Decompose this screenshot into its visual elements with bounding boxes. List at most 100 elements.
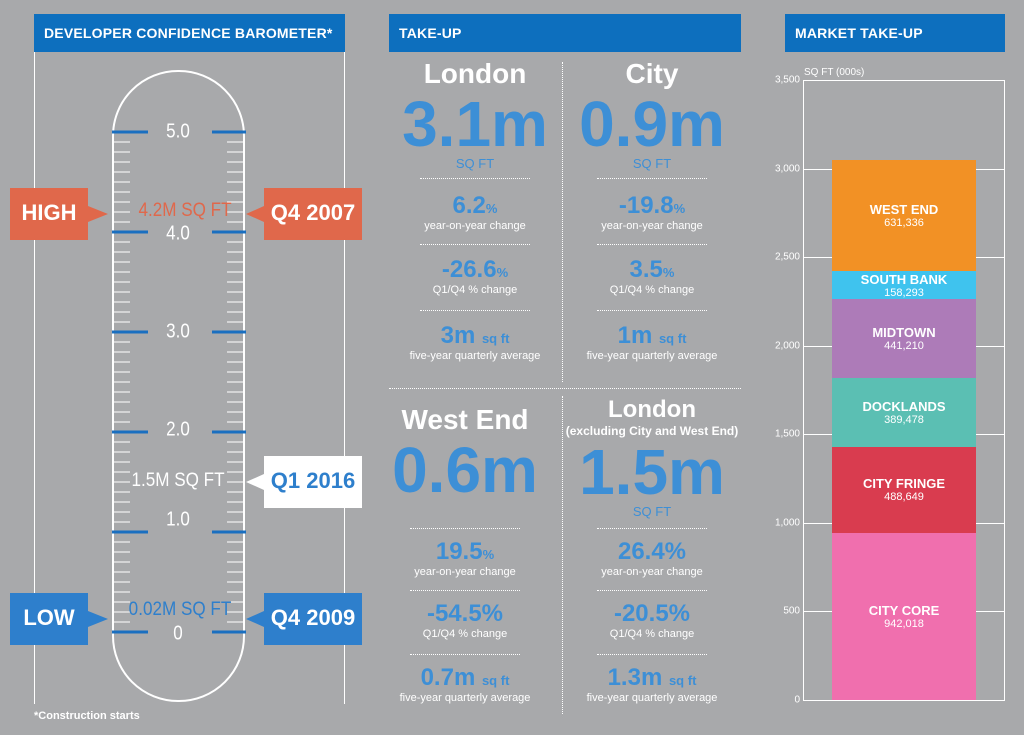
segment-value: 942,018 [884, 618, 924, 631]
stat-suffix: sq ft [658, 331, 687, 346]
low-label: LOW [23, 605, 75, 630]
panel-unit: SQ FT [632, 156, 672, 171]
barometer-tube [112, 70, 245, 702]
footnote: *Construction starts [34, 710, 140, 722]
panel-big-value: 1.5m [579, 436, 725, 508]
segment-value: 441,210 [884, 339, 924, 352]
market-y-tick-label: 0 [794, 694, 800, 706]
segment-name: DOCKLANDS [862, 398, 946, 414]
current-value: 1.5M SQ FT [131, 470, 225, 491]
market-y-tick-label: 1,500 [774, 428, 800, 440]
stat-value: -54.5% [426, 600, 504, 627]
high-callout-shape [10, 188, 108, 240]
market-y-tick-label: 2,500 [774, 251, 800, 263]
stat-value: -26.6 [441, 256, 497, 283]
dotted-rule [410, 654, 520, 655]
market-segment-city-core: CITY CORE 942,018 [832, 533, 976, 700]
dotted-rule [597, 654, 707, 655]
market-segment-midtown: MIDTOWN 441,210 [832, 299, 976, 378]
high-period: Q4 2007 [270, 200, 356, 225]
low-value: 0.02M SQ FT [128, 599, 232, 620]
low-callout-shape [10, 593, 108, 645]
stat-block: 1.3m sq ft five-year quarterly average [566, 664, 738, 704]
stat-value: 1.3m [607, 664, 663, 691]
segment-value: 488,649 [884, 491, 924, 504]
market-right-line [1004, 80, 1005, 700]
market-y-unit: SQ FT (000s) [804, 67, 865, 78]
panel-title: London [608, 396, 696, 423]
stat-block: 0.7m sq ft five-year quarterly average [379, 664, 551, 704]
stat-value: 19.5 [435, 538, 483, 565]
segment-name: CITY FRINGE [862, 476, 946, 492]
segment-value: 631,336 [884, 216, 924, 229]
stat-value: 6.2 [452, 192, 486, 219]
stat-label: Q1/Q4 % change [432, 284, 518, 296]
stat-block: 6.2% year-on-year change [389, 192, 561, 232]
dotted-rule [420, 310, 530, 311]
stat-value: 3m [440, 322, 476, 349]
stat-block: 19.5% year-on-year change [379, 538, 551, 578]
tick-label-5: 5.0 [166, 120, 190, 143]
stat-label: five-year quarterly average [586, 350, 718, 362]
stat-suffix: % [662, 265, 675, 280]
dotted-rule [597, 244, 707, 245]
tick-label-1: 1.0 [166, 508, 190, 531]
panel-subtitle: (excluding City and West End) [565, 424, 739, 438]
high-period-shape [246, 188, 362, 240]
low-period-shape [246, 593, 362, 645]
takeup-header: TAKE-UP [389, 14, 741, 52]
dotted-rule [420, 244, 530, 245]
segment-name: SOUTH BANK [860, 271, 948, 287]
market-gridline [803, 700, 1005, 701]
high-label: HIGH [21, 200, 77, 225]
market-segment-south-bank: SOUTH BANK 158,293 [832, 271, 976, 300]
market-y-tick-label: 2,000 [774, 340, 800, 352]
segment-value: 158,293 [884, 286, 924, 299]
stat-label: year-on-year change [414, 566, 516, 578]
takeup-panel-london: London 3.1m SQ FT [389, 58, 561, 171]
stat-suffix: sq ft [481, 673, 510, 688]
panel-big-value: 3.1m [402, 88, 548, 160]
stat-block: -26.6% Q1/Q4 % change [389, 256, 561, 296]
dotted-rule [597, 528, 707, 529]
tick-label-3: 3.0 [166, 320, 190, 343]
stat-value: 3.5 [629, 256, 663, 283]
takeup-divider-mid [389, 388, 741, 389]
stat-suffix: sq ft [481, 331, 510, 346]
stat-suffix: % [482, 547, 495, 562]
stat-suffix: % [496, 265, 509, 280]
takeup-panel-city: City 0.9m SQ FT [566, 58, 738, 171]
tick-label-4: 4.0 [166, 222, 190, 245]
market-segment-west-end: WEST END 631,336 [832, 159, 976, 272]
market-y-tick-label: 3,500 [774, 74, 800, 86]
takeup-divider-top [562, 62, 563, 382]
stat-suffix: sq ft [668, 673, 697, 688]
stat-value: 26.4% [617, 538, 687, 565]
market-y-tick-label: 500 [783, 605, 800, 617]
panel-title: West End [401, 404, 529, 435]
stat-block: -20.5% Q1/Q4 % change [566, 600, 738, 640]
takeup-panel-west-end: West End 0.6m [379, 404, 551, 502]
stat-label: year-on-year change [424, 220, 526, 232]
stat-value: 1m [617, 322, 653, 349]
segment-value: 389,478 [884, 413, 924, 426]
stat-value: -20.5% [613, 600, 691, 627]
segment-name: CITY CORE [868, 603, 940, 619]
stat-block: 3.5% Q1/Q4 % change [566, 256, 738, 296]
market-gridline [803, 80, 1005, 81]
stat-label: Q1/Q4 % change [609, 628, 695, 640]
dotted-rule [420, 178, 530, 179]
stat-block: -54.5% Q1/Q4 % change [379, 600, 551, 640]
panel-unit: SQ FT [632, 504, 672, 519]
high-value: 4.2M SQ FT [138, 200, 232, 221]
stat-block: 3m sq ft five-year quarterly average [389, 322, 561, 362]
stat-label: five-year quarterly average [399, 692, 531, 704]
stat-label: five-year quarterly average [586, 692, 718, 704]
market-y-tick-label: 1,000 [774, 517, 800, 529]
low-period: Q4 2009 [270, 605, 356, 630]
stat-block: 26.4% year-on-year change [566, 538, 738, 578]
stat-suffix: % [673, 201, 686, 216]
panel-big-value: 0.9m [579, 88, 725, 160]
segment-name: WEST END [869, 201, 939, 217]
market-header: MARKET TAKE-UP [785, 14, 1005, 52]
